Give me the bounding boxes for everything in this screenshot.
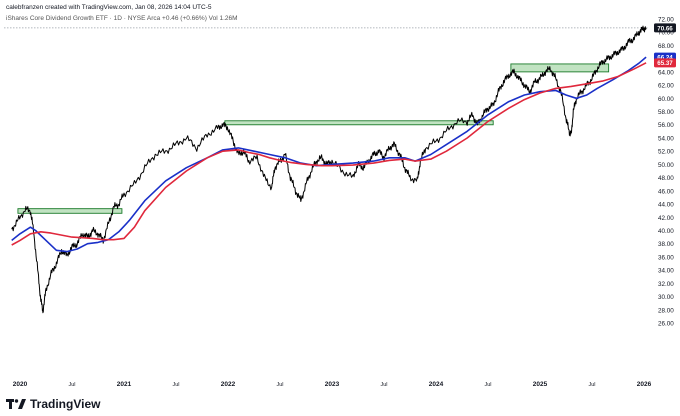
y-tick-label: 34.00 [658, 268, 674, 275]
price-label: 65.37 [657, 60, 673, 67]
price-line [11, 25, 647, 314]
y-tick-label: 62.00 [658, 83, 674, 90]
x-tick-label: Jul [68, 382, 75, 388]
price-label-box [654, 23, 676, 33]
y-tick-label: 46.00 [658, 188, 674, 195]
x-tick-label: Jul [172, 382, 179, 388]
y-tick-label: 50.00 [658, 162, 674, 169]
ma-red-line [11, 62, 647, 246]
x-tick-label: 2022 [221, 381, 236, 388]
tradingview-brand[interactable]: TradingView [6, 396, 100, 412]
y-axis: 26.00 28.00 30.00 32.00 34.00 36.00 38.00 40.00… [658, 17, 674, 328]
brand-name: TradingView [30, 397, 101, 411]
zone-box-1 [17, 208, 123, 214]
lines-layer [4, 25, 648, 314]
y-tick-label: 32.00 [658, 281, 674, 288]
y-tick-label: 42.00 [658, 215, 674, 222]
y-tick-label: 56.00 [658, 122, 674, 129]
y-tick-label: 28.00 [658, 307, 674, 314]
tradingview-logo-icon [6, 399, 26, 409]
price-label: 70.66 [657, 25, 673, 32]
y-tick-label: 68.00 [658, 43, 674, 50]
y-tick-label: 64.00 [658, 69, 674, 76]
chart-credit: calebfranzen created with TradingView.co… [6, 4, 212, 11]
y-tick-label: 38.00 [658, 241, 674, 248]
y-tick-label: 40.00 [658, 228, 674, 235]
zone-box-3 [510, 63, 610, 73]
x-tick-label: 2021 [117, 381, 132, 388]
price-label: 66.24 [657, 54, 673, 61]
y-tick-label: 26.00 [658, 321, 674, 328]
y-tick-label: 72.00 [658, 17, 674, 24]
zones-layer [17, 63, 610, 214]
x-axis: 2020 Jul 2021 Jul 2022 Jul 2023 Jul 2024 Jul 2025 J… [13, 381, 652, 388]
x-tick-label: 2020 [13, 381, 28, 388]
x-tick-label: 2023 [325, 381, 340, 388]
y-tick-label: 36.00 [658, 254, 674, 261]
zone-box-2 [224, 120, 494, 126]
x-tick-label: Jul [484, 382, 491, 388]
y-tick-label: 30.00 [658, 294, 674, 301]
y-tick-label: 60.00 [658, 96, 674, 103]
y-tick-label: 58.00 [658, 109, 674, 116]
chart-legend: iShares Core Dividend Growth ETF · 1D · … [6, 15, 238, 22]
y-tick-label: 44.00 [658, 202, 674, 209]
y-tick-label: 52.00 [658, 149, 674, 156]
x-tick-label: 2025 [533, 381, 548, 388]
x-tick-label: Jul [380, 382, 387, 388]
x-tick-label: 2024 [429, 381, 444, 388]
ma-blue-line [11, 56, 647, 253]
x-tick-label: Jul [276, 382, 283, 388]
price-label-box [654, 58, 676, 68]
y-tick-label: 70.00 [658, 30, 674, 37]
y-tick-label: 54.00 [658, 135, 674, 142]
y-tick-label: 48.00 [658, 175, 674, 182]
x-tick-label: 2026 [637, 381, 652, 388]
x-tick-label: Jul [588, 382, 595, 388]
